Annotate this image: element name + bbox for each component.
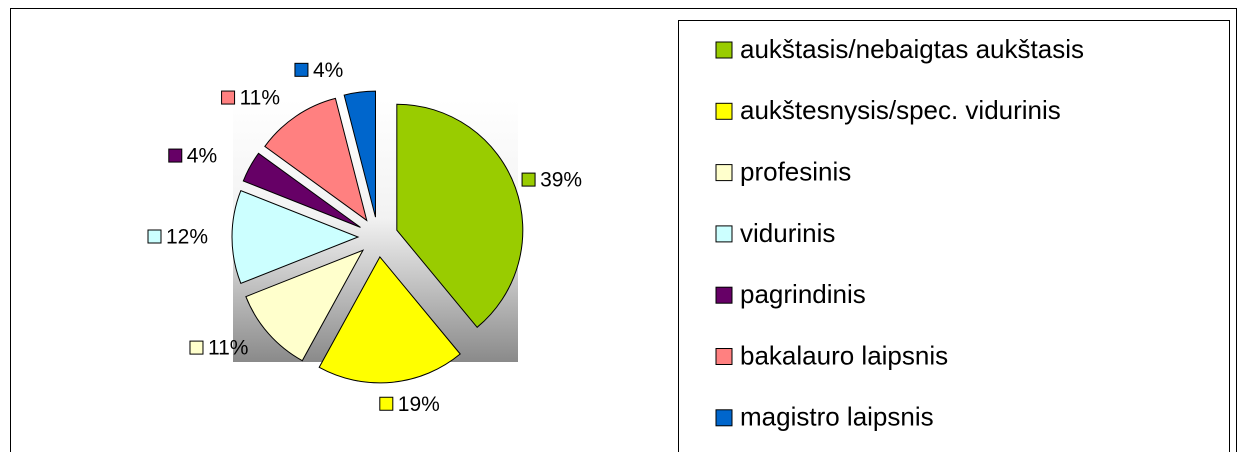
data-label: 11% [240, 87, 280, 110]
legend-label: aukštesnysis/spec. vidurinis [740, 95, 1061, 125]
label-swatch [147, 229, 162, 244]
legend-swatch [715, 164, 733, 182]
label-swatch [221, 90, 236, 105]
legend-label: magistro laipsnis [740, 402, 934, 432]
legend-swatch [715, 102, 733, 120]
pie-slice [264, 97, 368, 222]
pie-slice [318, 256, 461, 384]
legend-swatch [715, 41, 733, 59]
legend-swatch [715, 409, 733, 427]
legend-swatch [715, 225, 733, 243]
data-label: 12% [166, 226, 208, 249]
legend-swatch [715, 286, 733, 304]
label-swatch [168, 148, 183, 163]
legend-label: aukštasis/nebaigtas aukštasis [740, 34, 1084, 64]
data-label: 4% [187, 145, 217, 168]
data-label: 11% [208, 337, 248, 360]
pie-slice [231, 189, 360, 285]
data-label: 39% [540, 169, 582, 192]
pie-slice [245, 249, 365, 362]
legend-label: profesinis [740, 156, 851, 186]
label-swatch [521, 172, 536, 187]
label-swatch [189, 340, 204, 355]
legend-label: bakalauro laipsnis [740, 340, 948, 370]
legend-box [678, 20, 1230, 452]
pie-slice [242, 152, 361, 228]
legend-label: pagrindinis [740, 279, 866, 309]
legend-label: vidurinis [740, 218, 835, 248]
pie-slice [396, 103, 524, 329]
pie-slice [343, 90, 376, 218]
label-swatch [379, 396, 394, 411]
data-label: 4% [313, 59, 343, 82]
legend-swatch [715, 348, 733, 365]
data-label: 19% [398, 393, 440, 416]
label-swatch [294, 62, 309, 77]
